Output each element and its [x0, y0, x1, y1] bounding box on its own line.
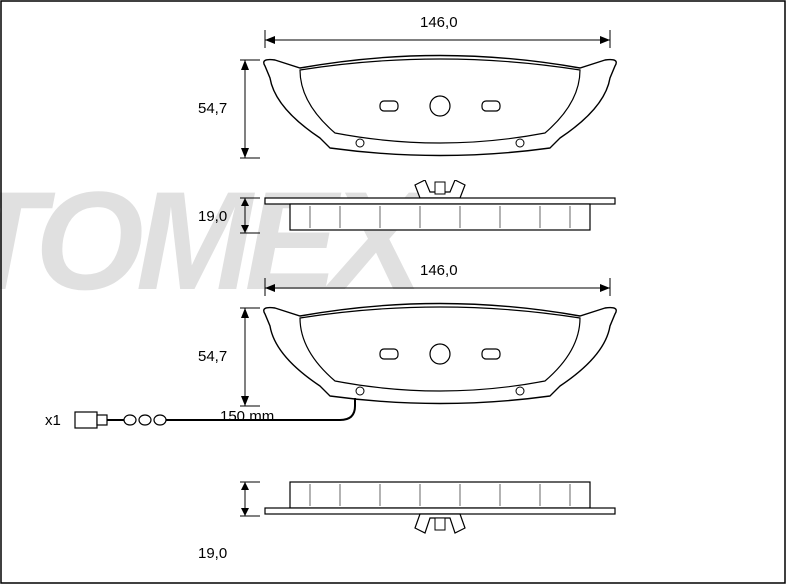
dim-thickness-bottom [200, 478, 260, 538]
label-height-bottom: 54,7 [198, 348, 227, 365]
brake-pad-bottom-side [250, 478, 630, 548]
label-thickness-bottom: 19,0 [198, 545, 227, 562]
label-width-top: 146,0 [420, 14, 458, 31]
label-cable-length: 150 mm [220, 408, 274, 425]
label-height-top: 54,7 [198, 100, 227, 117]
label-connector-qty: x1 [45, 412, 61, 429]
label-width-bottom: 146,0 [420, 262, 458, 279]
brake-pad-top [250, 48, 630, 168]
brake-pad-top-side [250, 180, 630, 240]
label-thickness-top: 19,0 [198, 208, 227, 225]
